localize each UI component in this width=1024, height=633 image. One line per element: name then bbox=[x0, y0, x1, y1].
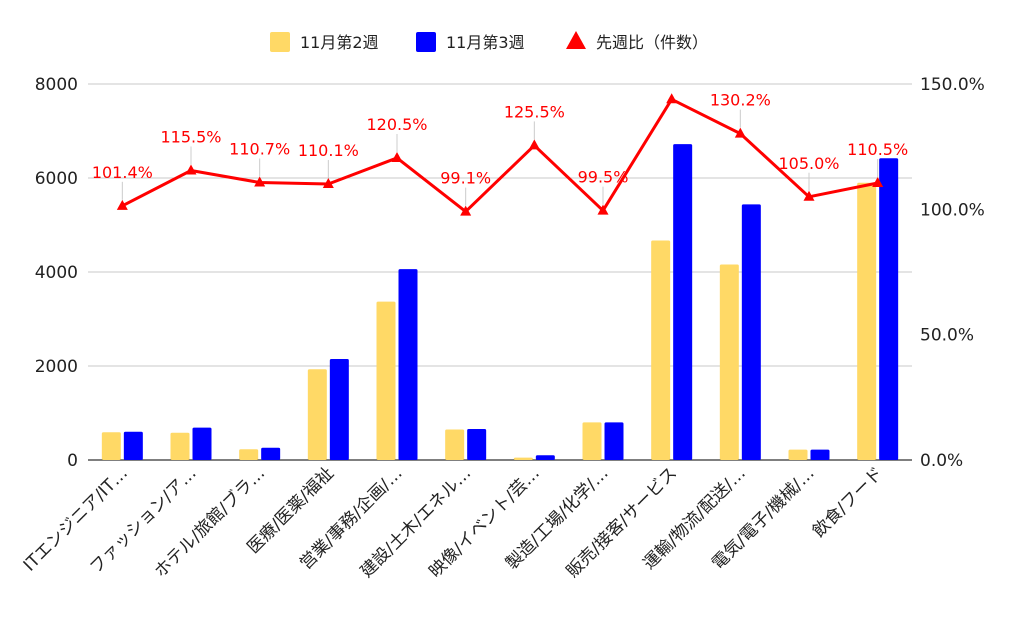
category-label: 飲食/フード bbox=[809, 463, 887, 541]
bar-week3 bbox=[123, 431, 143, 460]
bar-week2 bbox=[101, 432, 121, 460]
ratio-point bbox=[666, 93, 678, 104]
bar-week2 bbox=[857, 182, 877, 460]
legend-label: 11月第2週 bbox=[300, 33, 379, 52]
bar-week2 bbox=[170, 432, 190, 460]
data-label: 110.7% bbox=[229, 140, 290, 159]
bar-week3 bbox=[398, 269, 418, 460]
ratio-point bbox=[391, 151, 403, 162]
ratio-point bbox=[460, 205, 472, 216]
right-tick-label: 100.0% bbox=[920, 200, 985, 220]
bar-week2 bbox=[651, 240, 671, 460]
bar-week3 bbox=[604, 422, 624, 460]
legend-swatch bbox=[416, 32, 436, 52]
bar-week2 bbox=[376, 301, 396, 460]
bar-week3 bbox=[467, 428, 487, 460]
data-label: 110.5% bbox=[847, 140, 908, 159]
right-y-axis: 0.0% 50.0% 100.0% 150.0% bbox=[920, 75, 985, 471]
ratio-point bbox=[185, 164, 197, 175]
data-label: 115.5% bbox=[160, 127, 221, 146]
data-label: 105.0% bbox=[778, 154, 839, 173]
left-tick-label: 4000 bbox=[35, 263, 78, 283]
left-tick-label: 0 bbox=[67, 451, 78, 471]
data-label: 130.2% bbox=[710, 91, 771, 110]
bar-week3 bbox=[261, 447, 281, 460]
data-label: 101.4% bbox=[92, 163, 153, 182]
category-axis: ITエンジニア/IT…ファッション/ア…ホテル/旅館/ブラ…医療/医薬/福祉営業… bbox=[20, 463, 887, 582]
right-tick-label: 50.0% bbox=[920, 326, 974, 346]
bar-week3 bbox=[535, 455, 555, 460]
legend-swatch bbox=[270, 32, 290, 52]
bar-week2 bbox=[513, 457, 533, 460]
bar-week3 bbox=[192, 427, 212, 460]
ratio-point bbox=[734, 127, 746, 138]
left-tick-label: 2000 bbox=[35, 357, 78, 377]
bar-week2 bbox=[445, 429, 465, 460]
ratio-line: 101.4% 115.5% 110.7% 110.1% 120.5% 99.1% 125.5… bbox=[92, 91, 908, 216]
bar-week3 bbox=[810, 449, 830, 460]
ratio-point bbox=[322, 178, 334, 189]
ratio-point bbox=[597, 204, 609, 215]
data-label: 99.1% bbox=[440, 169, 491, 188]
data-label: 120.5% bbox=[366, 115, 427, 134]
ratio-point bbox=[528, 139, 540, 150]
ratio-point bbox=[254, 176, 266, 187]
right-tick-label: 150.0% bbox=[920, 75, 985, 95]
data-label: 125.5% bbox=[504, 102, 565, 121]
right-tick-label: 0.0% bbox=[920, 451, 963, 471]
ratio-point bbox=[116, 199, 128, 210]
data-label: 110.1% bbox=[298, 141, 359, 160]
left-y-axis: 0 2000 4000 6000 8000 bbox=[35, 75, 78, 471]
data-label: 99.5% bbox=[578, 168, 629, 187]
bar-week3 bbox=[741, 204, 761, 460]
bar-week2 bbox=[307, 369, 327, 460]
bar-week2 bbox=[788, 449, 808, 460]
left-tick-label: 6000 bbox=[35, 169, 78, 189]
ratio-line-path bbox=[121, 97, 878, 214]
bar-week3 bbox=[329, 358, 349, 460]
legend-label: 先週比（件数） bbox=[596, 33, 708, 52]
legend-label: 11月第3週 bbox=[446, 33, 525, 52]
bar-week3 bbox=[879, 158, 899, 460]
bars bbox=[101, 144, 899, 460]
legend: 11月第2週 11月第3週 先週比（件数） bbox=[270, 31, 708, 52]
bar-week2 bbox=[719, 264, 739, 460]
ratio-point bbox=[872, 177, 884, 188]
left-tick-label: 8000 bbox=[35, 75, 78, 95]
ratio-point bbox=[803, 190, 815, 201]
bar-week3 bbox=[673, 144, 693, 460]
legend-swatch bbox=[566, 31, 586, 49]
bar-week2 bbox=[582, 422, 602, 460]
bar-week2 bbox=[239, 449, 259, 460]
